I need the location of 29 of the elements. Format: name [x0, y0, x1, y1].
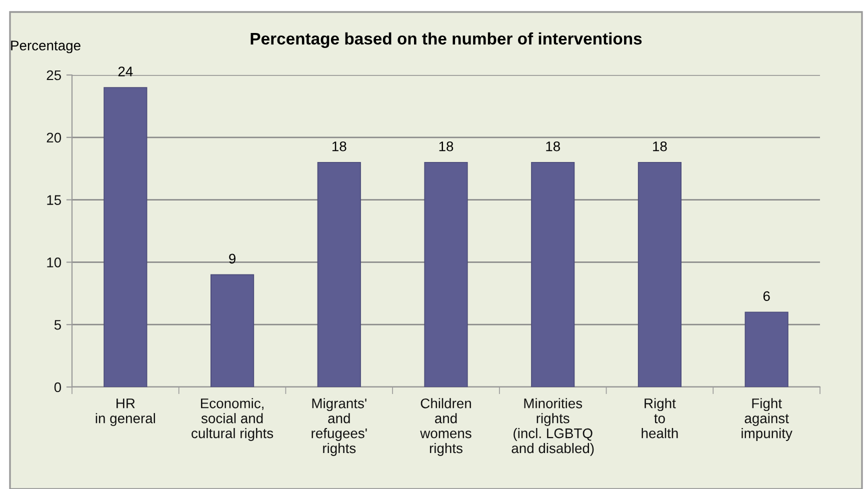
bar [638, 162, 682, 387]
bar [210, 274, 254, 387]
bar [424, 162, 468, 387]
y-tick-label: 25 [46, 70, 62, 80]
data-label: 18 [332, 141, 346, 152]
x-tick-label: Migrants' and refugees' rights [312, 398, 367, 456]
data-label: 18 [653, 141, 667, 152]
bar [317, 162, 361, 387]
data-label: 9 [229, 254, 236, 264]
data-label: 24 [118, 66, 133, 76]
x-tick-label: Fight against impunity [742, 398, 792, 441]
x-tick-label: Economic, social and cultural rights [192, 398, 274, 441]
bar [531, 162, 575, 387]
y-tick-label: 20 [46, 132, 62, 143]
y-tick-label: 10 [47, 258, 62, 268]
y-tick-label: 0 [54, 382, 62, 392]
x-tick-label: Minorities rights (incl. LGBTQ and disabled) [512, 398, 594, 456]
x-tick-label: Children and womens rights [420, 398, 472, 456]
data-label: 18 [546, 141, 560, 152]
x-tick-label: HR in general [96, 398, 156, 426]
y-tick-label: 15 [47, 195, 62, 205]
bar [744, 312, 788, 387]
bar [104, 87, 148, 387]
chart-title: Percentage based on the number of interventions [250, 32, 642, 48]
x-tick-label: Right to health [642, 398, 678, 438]
data-label: 18 [439, 141, 454, 152]
y-tick-label: 5 [54, 320, 61, 330]
y-axis-title: Percentage [11, 40, 80, 54]
data-label: 6 [763, 291, 770, 302]
